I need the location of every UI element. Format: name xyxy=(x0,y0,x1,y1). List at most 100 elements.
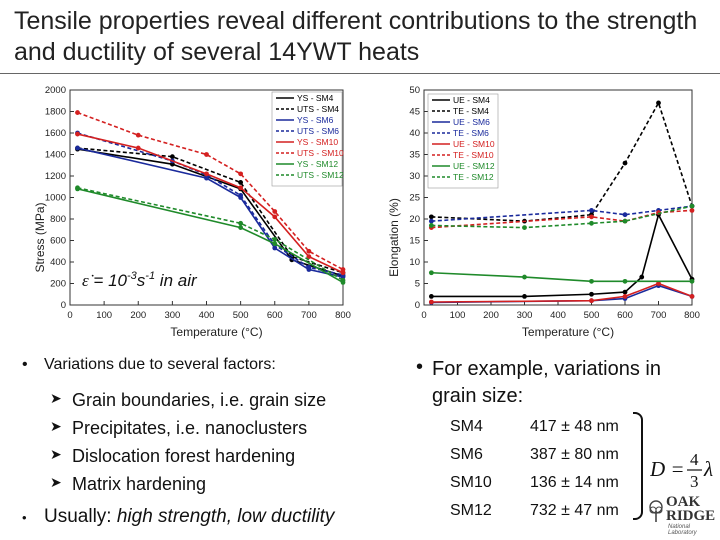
data-point xyxy=(522,294,527,299)
series-line xyxy=(431,205,693,222)
grain-value: 732 ± 47 nm xyxy=(530,502,619,519)
x-axis-label: Temperature (°C) xyxy=(522,325,614,339)
logo-oak: OAK xyxy=(666,494,701,510)
heat-label: SM6 xyxy=(450,446,483,463)
y-axis-label: Stress (MPa) xyxy=(33,202,47,272)
y-tick-label: 0 xyxy=(61,300,66,311)
x-tick-label: 600 xyxy=(617,310,633,321)
grain-row: SM4 417 ± 48 nm xyxy=(450,418,650,444)
x-tick-label: 400 xyxy=(550,310,566,321)
data-point xyxy=(204,171,209,177)
data-point xyxy=(622,212,628,218)
legend-label: TE - SM6 xyxy=(453,128,489,138)
bullet-dot: • xyxy=(416,356,424,378)
data-point xyxy=(272,237,278,242)
data-point xyxy=(622,218,628,224)
data-point xyxy=(306,264,312,270)
x-tick-label: 500 xyxy=(584,310,600,321)
x-tick-label: 0 xyxy=(67,310,72,321)
data-point xyxy=(522,274,527,280)
data-point xyxy=(428,299,434,305)
data-point xyxy=(689,278,695,284)
legend-label: YS - SM10 xyxy=(297,137,338,147)
data-point xyxy=(589,298,594,304)
formula-denominator: 3 xyxy=(690,472,699,490)
data-point xyxy=(589,278,594,284)
x-tick-label: 100 xyxy=(96,310,112,321)
data-point xyxy=(135,132,141,138)
legend-label: UTS - SM12 xyxy=(297,170,344,180)
legend-box xyxy=(271,91,343,187)
data-point xyxy=(272,209,278,214)
y-tick-label: 40 xyxy=(409,128,420,139)
y-tick-label: 1600 xyxy=(45,128,66,139)
x-tick-label: 600 xyxy=(267,310,283,321)
x-tick-label: 0 xyxy=(421,310,426,321)
data-point xyxy=(75,145,80,151)
legend-box xyxy=(427,93,499,189)
y-tick-label: 50 xyxy=(409,85,420,96)
y-tick-label: 1200 xyxy=(45,171,66,182)
formula-lambda: λ xyxy=(703,457,713,481)
arrow-icon: ➤ xyxy=(50,418,62,434)
x-tick-label: 200 xyxy=(130,310,146,321)
grain-value: 417 ± 48 nm xyxy=(530,418,619,435)
usually-emphasis: high strength, low ductility xyxy=(116,506,335,527)
data-point xyxy=(75,185,80,191)
data-point xyxy=(428,218,434,224)
data-point xyxy=(428,270,434,276)
data-point xyxy=(428,223,434,228)
bullet-dot: • xyxy=(22,510,27,525)
y-tick-label: 200 xyxy=(50,279,66,290)
arrow-icon: ➤ xyxy=(50,390,62,406)
legend-label: YS - SM12 xyxy=(297,159,338,169)
series-line xyxy=(431,209,693,229)
data-point xyxy=(238,180,244,185)
logo-ridge: RIDGE xyxy=(666,508,716,524)
series-line xyxy=(77,187,344,281)
strain-rate-annotation: ε̇ = 10-3s-1 in air xyxy=(82,270,198,290)
tree-icon xyxy=(649,500,663,522)
y-tick-label: 400 xyxy=(50,257,66,268)
data-point xyxy=(689,294,695,299)
data-point xyxy=(589,208,594,213)
factors-text: Variations due to several factors: xyxy=(44,356,276,373)
data-point xyxy=(589,291,594,297)
stress-chart: 0 200 400 600 800 1000 1200 1400 1600 1800 2000 0 10… xyxy=(33,85,351,339)
legend-label: TE - SM4 xyxy=(453,106,489,116)
title-divider xyxy=(0,73,720,74)
series-line xyxy=(77,147,344,274)
data-point xyxy=(238,225,244,231)
data-point xyxy=(622,294,628,299)
sub-bullet-text: Grain boundaries, i.e. grain size xyxy=(72,390,327,410)
sub-bullet-text: Matrix hardening xyxy=(72,474,207,494)
data-point xyxy=(689,203,695,209)
x-tick-label: 800 xyxy=(684,310,700,321)
grain-value: 387 ± 80 nm xyxy=(530,446,619,463)
legend-label: UTS - SM6 xyxy=(297,126,339,136)
legend-label: TE - SM12 xyxy=(453,172,494,182)
sub-bullet-text: Dislocation forest hardening xyxy=(72,446,296,466)
x-tick-label: 500 xyxy=(233,310,249,321)
bullet-dot: • xyxy=(22,356,28,373)
x-axis-label: Temperature (°C) xyxy=(170,325,262,339)
y-tick-label: 35 xyxy=(409,150,420,161)
y-tick-label: 1000 xyxy=(45,193,66,204)
data-point xyxy=(522,225,527,231)
data-point xyxy=(656,281,661,286)
data-point xyxy=(204,152,209,157)
data-point xyxy=(589,214,594,220)
legend-label: UTS - SM4 xyxy=(297,104,339,114)
data-point xyxy=(622,289,628,295)
y-tick-label: 2000 xyxy=(45,85,66,96)
y-tick-label: 30 xyxy=(409,171,420,182)
y-tick-label: 45 xyxy=(409,107,420,118)
y-tick-label: 10 xyxy=(409,257,420,268)
slide-title: Tensile properties reveal different cont… xyxy=(14,7,698,66)
usually-prefix: Usually: xyxy=(44,506,117,527)
legend-label: UE - SM12 xyxy=(453,161,495,171)
x-tick-label: 400 xyxy=(199,310,215,321)
data-point xyxy=(428,214,434,220)
data-point xyxy=(306,248,312,254)
grain-row: SM12 732 ± 47 nm xyxy=(450,502,650,528)
